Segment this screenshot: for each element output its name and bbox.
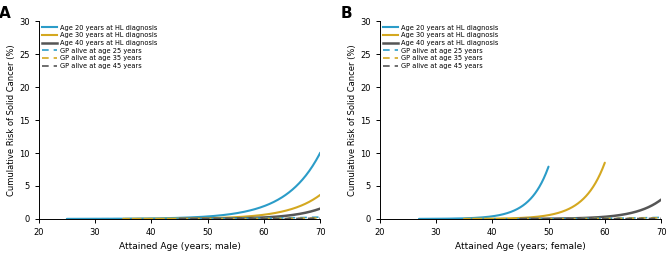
X-axis label: Attained Age (years; male): Attained Age (years; male) (118, 242, 241, 251)
Legend: Age 20 years at HL diagnosis, Age 30 years at HL diagnosis, Age 40 years at HL d: Age 20 years at HL diagnosis, Age 30 yea… (42, 25, 157, 69)
Y-axis label: Cumulative Risk of Solid Cancer (%): Cumulative Risk of Solid Cancer (%) (7, 44, 16, 196)
X-axis label: Attained Age (years; female): Attained Age (years; female) (455, 242, 586, 251)
Text: A: A (0, 6, 11, 21)
Legend: Age 20 years at HL diagnosis, Age 30 years at HL diagnosis, Age 40 years at HL d: Age 20 years at HL diagnosis, Age 30 yea… (383, 25, 498, 69)
Y-axis label: Cumulative Risk of Solid Cancer (%): Cumulative Risk of Solid Cancer (%) (348, 44, 357, 196)
Text: B: B (340, 6, 351, 21)
